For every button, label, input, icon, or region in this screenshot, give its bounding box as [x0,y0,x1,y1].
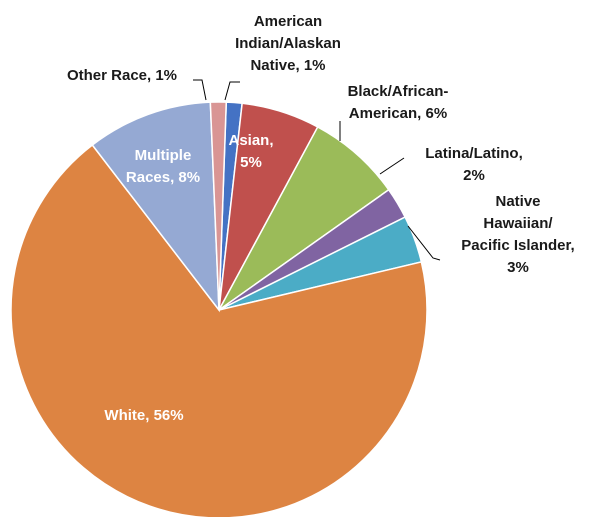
pie-slice-white [10,143,428,517]
data-label-black-african-american: Black/African-American, 6% [348,83,449,122]
leader-line-latina-latino [379,157,405,175]
pie-slice-multiple-races [91,101,220,313]
pie-slices [10,101,428,517]
data-label-american-indian-alaskan-native: American Indian/Alaskan Native, 1% [235,13,341,74]
pie-slice-other-race [209,101,228,311]
data-label-multiple-races: Multiple Races, 8% [126,147,200,186]
data-label-latina-latino: Latina/Latino, 2% [425,145,523,184]
data-label-asian: Asian, 5% [228,132,273,171]
leader-line-american-indian-alaskan-native [224,81,240,101]
data-label-native-hawaiian-pacific-islander: Native Hawaiian/Pacific Islander, 3% [461,193,574,276]
data-label-white: White, 56% [104,407,183,424]
leader-line-native-hawaiian-pacific-islander [407,225,441,261]
data-labels: American Indian/Alaskan Native, 1% Asian, 5%… [67,13,575,424]
leader-lines [193,79,441,261]
leader-line-other-race [193,79,207,101]
data-label-other-race: Other Race, 1% [67,67,177,84]
